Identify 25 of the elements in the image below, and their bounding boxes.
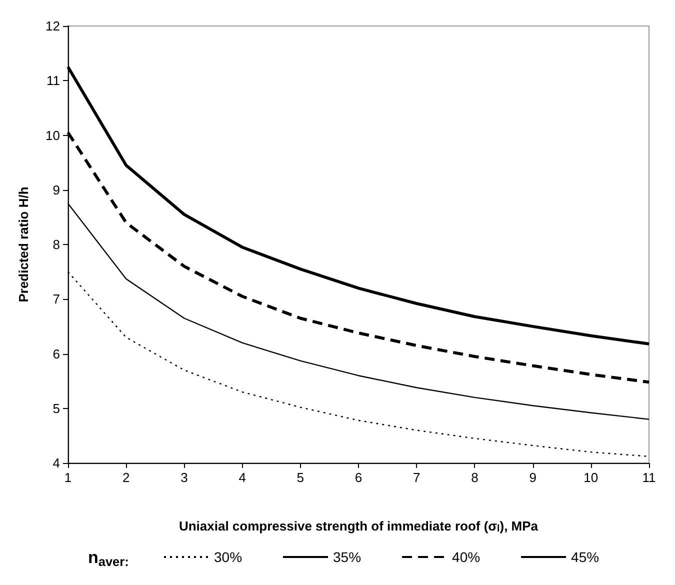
x-tick-label: 2 bbox=[122, 470, 130, 485]
y-tick-label: 5 bbox=[52, 400, 60, 416]
x-tick-label: 4 bbox=[238, 470, 246, 485]
legend-label: 40% bbox=[452, 549, 480, 565]
y-tick-label: 7 bbox=[52, 292, 60, 307]
y-tick-label: 10 bbox=[46, 128, 60, 143]
x-tick-label: 8 bbox=[471, 470, 478, 485]
y-tick-label: 12 bbox=[46, 18, 60, 34]
x-tick-label: 10 bbox=[584, 470, 598, 485]
x-tick-label: 7 bbox=[412, 470, 420, 485]
y-tick-label: 11 bbox=[46, 73, 60, 88]
x-tick-label: 3 bbox=[180, 470, 188, 485]
x-tick-label: 5 bbox=[296, 470, 304, 485]
y-axis-title: Predicted ratio H/h bbox=[16, 186, 31, 302]
y-tick-label: 9 bbox=[52, 182, 60, 198]
legend-label: 30% bbox=[214, 549, 242, 565]
y-tick-label: 8 bbox=[52, 237, 60, 252]
y-tick-label: 6 bbox=[52, 346, 60, 362]
x-tick-label: 6 bbox=[354, 470, 362, 485]
y-tick-label: 4 bbox=[52, 456, 60, 470]
x-tick-label: 1 bbox=[64, 470, 72, 485]
legend-label: 45% bbox=[571, 549, 600, 565]
legend-label: 35% bbox=[333, 549, 362, 565]
x-tick-label: 9 bbox=[529, 470, 536, 485]
x-tick-label: 11 bbox=[642, 470, 656, 485]
